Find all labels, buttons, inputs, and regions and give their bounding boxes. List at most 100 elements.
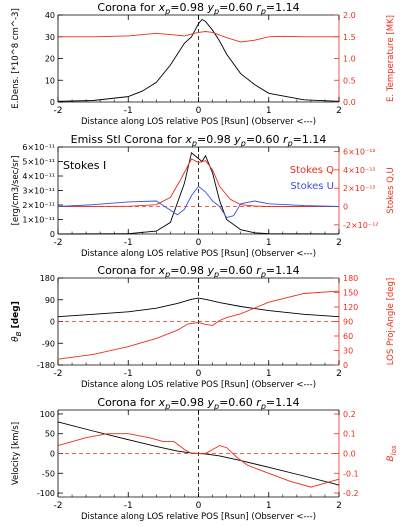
y-right-tick-label: -2×10⁻¹² — [343, 221, 379, 230]
x-tick-label: 1 — [266, 106, 272, 116]
y-right-tick-label: 30 — [343, 347, 353, 356]
series-line-black-0 — [57, 18, 340, 102]
series-line-stokes-i — [57, 151, 340, 235]
title-part: =0.60 — [246, 133, 283, 146]
y-left-axis-label: θB [deg] — [11, 301, 23, 342]
x-tick-label: -2 — [54, 106, 63, 116]
x-tick-label: 1 — [266, 369, 272, 379]
x-tick-label: -2 — [54, 369, 63, 379]
y-left-tick-label: 6×10⁻¹¹ — [22, 143, 55, 152]
title-part: x — [158, 1, 166, 14]
title-part: r — [256, 1, 262, 14]
y-left-axis-label: Velocity [km/s] — [11, 422, 21, 485]
panel-4: Corona for xp=0.98 yp=0.60 rp=1.14-2 -1 0 1… — [11, 396, 398, 522]
title-part: y — [206, 1, 214, 14]
y-left-tick-label: 20 — [45, 55, 55, 64]
title-part: =0.60 — [219, 264, 256, 277]
y-right-tick-label: 0 — [343, 203, 348, 212]
title-part: Corona for — [97, 264, 158, 277]
y-right-tick-label: -0.2 — [343, 489, 359, 498]
y-left-tick-label: -180 — [37, 361, 55, 370]
series-line-red-1 — [58, 31, 339, 43]
label-part: [deg] — [11, 301, 21, 331]
x-tick-label: 2 — [336, 106, 342, 116]
y-right-tick-label: 0.1 — [343, 430, 356, 439]
y-right-tick-label: 4×10⁻¹² — [343, 166, 376, 175]
x-tick-label: -1 — [124, 501, 133, 511]
y-right-tick-label: -0.1 — [343, 469, 359, 478]
title-part: x — [184, 133, 192, 146]
y-right-tick-label: 0.5 — [343, 76, 356, 85]
y-left-tick-label: 3×10⁻¹¹ — [22, 187, 55, 196]
y-left-tick-label: 4×10⁻¹¹ — [22, 172, 55, 181]
x-axis-label: Distance along LOS relative POS [Rsun] (… — [81, 249, 316, 259]
y-left-tick-label: 0 — [50, 98, 55, 107]
x-tick-label: -1 — [124, 369, 133, 379]
series-line-stokes-u — [57, 185, 340, 219]
title-part: =1.14 — [293, 133, 327, 146]
title-part: p — [164, 270, 170, 279]
title-part: =0.98 — [170, 264, 207, 277]
title-part: =0.98 — [170, 1, 207, 14]
panel-3: Corona for xp=0.98 yp=0.60 rp=1.14-2 -1 0 1… — [11, 264, 396, 390]
title-part: p — [213, 270, 219, 279]
title-part: x — [158, 396, 166, 409]
y-right-axis-label: LOS Proj-Angle [deg] — [386, 278, 396, 366]
title-part: =0.98 — [170, 396, 207, 409]
y-left-tick-label: 40 — [45, 11, 55, 20]
y-right-tick-label: 0.0 — [343, 98, 356, 107]
y-left-tick-label: 180 — [40, 274, 55, 283]
panel-title: Corona for xp=0.98 yp=0.60 rp=1.14 — [97, 396, 299, 411]
y-right-tick-label: 2×10⁻¹² — [343, 184, 376, 193]
y-right-tick-label: 0.2 — [343, 410, 356, 419]
y-left-tick-label: 10 — [45, 76, 55, 85]
x-tick-label: -2 — [54, 238, 63, 248]
title-part: r — [283, 133, 289, 146]
x-tick-label: 1 — [266, 501, 272, 511]
panel-2: Emiss Stl Corona for xp=0.98 yp=0.60 rp=… — [11, 133, 396, 259]
y-left-tick-label: 0 — [50, 450, 55, 459]
panel-title: Emiss Stl Corona for xp=0.98 yp=0.60 rp=… — [71, 133, 327, 148]
x-axis-label: Distance along LOS relative POS [Rsun] (… — [81, 380, 316, 390]
title-part: p — [260, 7, 266, 16]
title-part: p — [240, 139, 246, 148]
y-left-tick-label: 50 — [45, 430, 55, 439]
x-tick-label: 1 — [266, 238, 272, 248]
title-part: p — [287, 139, 293, 148]
y-right-axis-label: Blos — [386, 445, 398, 461]
title-part: Corona for — [97, 1, 158, 14]
title-part: =1.14 — [266, 1, 300, 14]
y-left-tick-label: -90 — [42, 339, 55, 348]
x-tick-label: 2 — [336, 369, 342, 379]
title-part: y — [206, 396, 214, 409]
title-part: =0.98 — [197, 133, 234, 146]
y-right-axis-label: Stokes Q,U — [386, 167, 396, 214]
x-tick-label: -1 — [124, 106, 133, 116]
y-left-tick-label: -50 — [42, 469, 55, 478]
y-left-tick-label: 2×10⁻¹¹ — [22, 201, 55, 210]
series-line-stokes-q — [57, 158, 339, 207]
panel-title: Corona for xp=0.98 yp=0.60 rp=1.14 — [97, 1, 299, 16]
y-left-axis-label: [erg/cm3/sec/sr] — [11, 156, 21, 226]
title-part: p — [164, 7, 170, 16]
x-tick-label: 0 — [196, 106, 202, 116]
title-part: p — [260, 402, 266, 411]
title-part: p — [191, 139, 197, 148]
title-part: r — [256, 396, 262, 409]
label-part: B — [386, 455, 396, 461]
label-part: θ — [11, 336, 21, 342]
y-left-tick-label: 100 — [40, 410, 55, 419]
title-part: p — [213, 402, 219, 411]
y-right-tick-label: 1.0 — [343, 55, 356, 64]
title-part: x — [158, 264, 166, 277]
series-line-black-0 — [57, 297, 340, 318]
title-part: p — [213, 7, 219, 16]
x-tick-label: 0 — [196, 238, 202, 248]
legend-stokes-u: Stokes U — [290, 181, 334, 192]
y-left-tick-label: -100 — [37, 489, 55, 498]
series-line-red-1 — [57, 290, 340, 360]
y-right-tick-label: 150 — [343, 289, 358, 298]
y-left-tick-label: 1×10⁻¹¹ — [22, 216, 55, 225]
y-left-tick-label: 0 — [50, 230, 55, 239]
